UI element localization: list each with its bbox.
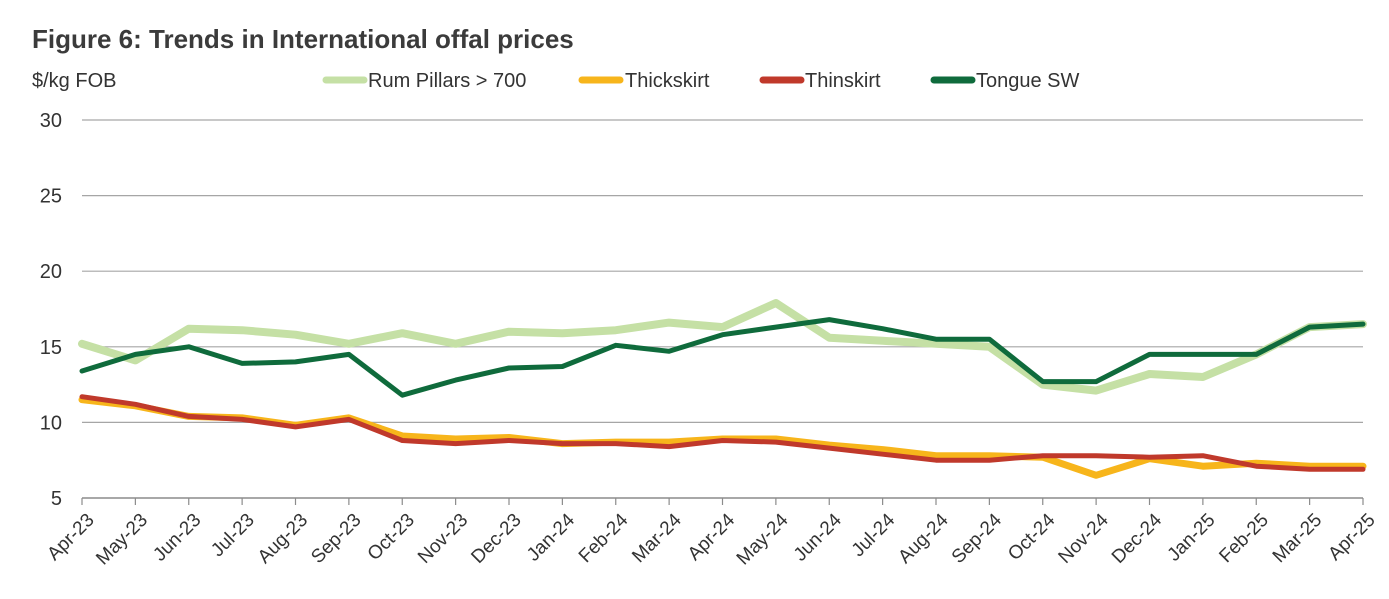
x-tick-label: Jul-23 [207, 510, 258, 561]
y-tick-label: 5 [51, 488, 62, 510]
x-tick-label: Feb-24 [575, 509, 633, 567]
x-tick-label: Sep-23 [307, 510, 365, 568]
x-tick-label: Oct-23 [364, 510, 419, 565]
legend-label-thickskirt: Thickskirt [625, 70, 710, 92]
x-tick-label: Mar-25 [1269, 510, 1326, 567]
legend: Rum Pillars > 700 Thickskirt Thinskirt Tong… [322, 70, 1080, 92]
x-tick-label: Jan-25 [1164, 510, 1220, 566]
x-tick-label: May-23 [92, 510, 152, 570]
legend-label-thinskirt: Thinskirt [805, 70, 881, 92]
x-tick-label: Jun-23 [149, 510, 205, 566]
x-tick-label: Feb-25 [1215, 510, 1272, 567]
x-tick-label: Aug-23 [254, 510, 312, 568]
y-tick-label: 25 [40, 186, 62, 208]
series-lines [78, 299, 1367, 479]
x-tick-label: Sep-24 [948, 509, 1006, 567]
x-tick-label: Mar-24 [628, 509, 686, 567]
legend-label-tongue-sw: Tongue SW [976, 70, 1080, 92]
y-tick-label: 20 [40, 261, 62, 283]
series-line-thinskirt [79, 394, 1366, 472]
series-line-rum-pillars-700 [78, 299, 1367, 395]
x-tick-label: Dec-23 [467, 510, 525, 568]
x-tick-label: Dec-24 [1108, 509, 1166, 567]
series-line-thickskirt [78, 396, 1367, 479]
y-axis-label: $/kg FOB [32, 70, 117, 92]
x-tick-label: Apr-25 [1324, 510, 1379, 565]
x-tick-label: Nov-24 [1055, 509, 1113, 567]
gridlines [82, 119, 1363, 423]
legend-label-rum-pillars-700: Rum Pillars > 700 [368, 70, 526, 92]
y-tick-label: 15 [40, 337, 62, 359]
x-tick-label: Apr-23 [43, 510, 98, 565]
x-tick-label: May-24 [733, 509, 793, 569]
y-tick-label: 10 [40, 412, 62, 434]
x-tick-label: Aug-24 [894, 509, 952, 567]
x-tick-label: Apr-24 [684, 509, 739, 564]
x-tick-label: Nov-23 [414, 510, 472, 568]
x-tick-label: Jun-24 [790, 509, 846, 565]
x-tick-label: Jul-24 [848, 509, 900, 561]
chart-title: Figure 6: Trends in International offal … [32, 24, 574, 54]
y-tick-label: 30 [40, 110, 62, 132]
x-tick-label: Oct-24 [1004, 509, 1059, 564]
x-tick-label: Jan-24 [523, 509, 579, 565]
y-axis-ticks: 5 10 15 20 25 30 [40, 110, 62, 510]
series-line-tongue-sw [79, 317, 1366, 398]
